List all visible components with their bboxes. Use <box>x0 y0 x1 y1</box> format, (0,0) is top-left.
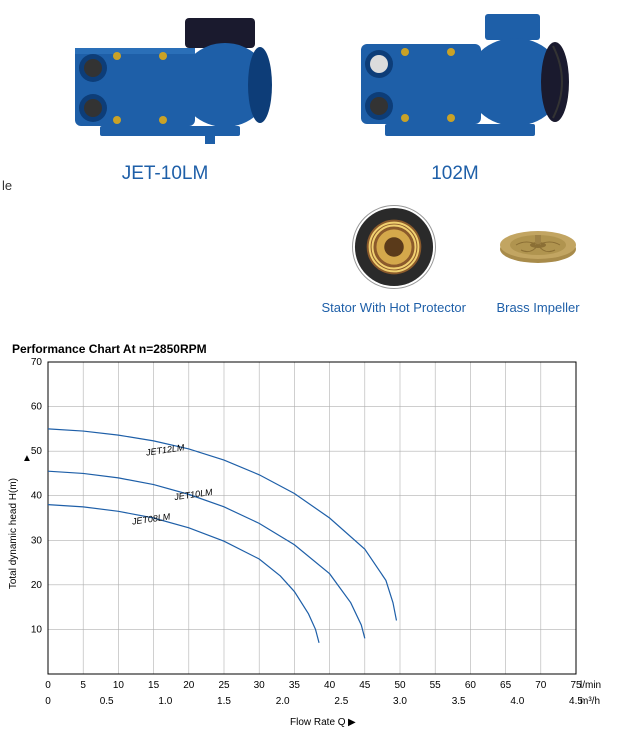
svg-text:40: 40 <box>324 680 336 691</box>
chart-title: Performance Chart At n=2850RPM <box>12 342 207 356</box>
svg-text:55: 55 <box>430 680 442 691</box>
svg-text:10: 10 <box>113 680 125 691</box>
svg-text:3.5: 3.5 <box>452 696 466 707</box>
svg-text:JET10LM: JET10LM <box>173 487 214 502</box>
product-row: JET-10LM 102M <box>0 0 620 185</box>
x-axis-arrow-icon: ▶ <box>348 717 356 728</box>
svg-text:20: 20 <box>183 680 195 691</box>
svg-text:50: 50 <box>31 446 43 457</box>
product-left-label: JET-10LM <box>45 163 285 185</box>
svg-text:1.5: 1.5 <box>217 696 231 707</box>
product-right-label: 102M <box>335 163 575 185</box>
product-left: JET-10LM <box>45 10 285 185</box>
svg-text:2.5: 2.5 <box>334 696 348 707</box>
svg-text:20: 20 <box>31 580 43 591</box>
svg-text:65: 65 <box>500 680 512 691</box>
performance-chart: Total dynamic head H(m) ▲ 10203040506070… <box>10 358 610 728</box>
component-stator: Stator With Hot Protector <box>322 205 467 315</box>
stator-icon <box>352 205 436 289</box>
y-axis-label: Total dynamic head H(m) <box>8 478 19 589</box>
impeller-icon <box>496 205 580 289</box>
components-row: Stator With Hot Protector Brass Impeller <box>0 195 620 325</box>
svg-text:0: 0 <box>45 680 51 691</box>
svg-text:45: 45 <box>359 680 371 691</box>
svg-text:30: 30 <box>254 680 266 691</box>
svg-text:5: 5 <box>80 680 86 691</box>
svg-text:40: 40 <box>31 491 43 502</box>
pump-image-left <box>45 10 285 150</box>
svg-text:4.0: 4.0 <box>510 696 524 707</box>
svg-text:1.0: 1.0 <box>158 696 172 707</box>
svg-text:15: 15 <box>148 680 160 691</box>
svg-text:70: 70 <box>535 680 547 691</box>
svg-text:3.0: 3.0 <box>393 696 407 707</box>
svg-text:10: 10 <box>31 624 43 635</box>
svg-text:2.0: 2.0 <box>276 696 290 707</box>
svg-text:50: 50 <box>394 680 406 691</box>
product-right: 102M <box>335 10 575 185</box>
svg-text:60: 60 <box>465 680 477 691</box>
chart-svg: 10 20 30 40 50 60 70 0 5 10 15 20 25 30 35 40 45 50 55 60 65… <box>10 358 610 718</box>
y-axis-arrow-icon: ▲ <box>22 453 32 464</box>
svg-text:30: 30 <box>31 535 43 546</box>
x-axis-label: Flow Rate Q <box>290 717 346 728</box>
side-text: le <box>2 178 12 193</box>
svg-text:0.5: 0.5 <box>100 696 114 707</box>
impeller-label: Brass Impeller <box>496 300 580 315</box>
pump-image-right <box>335 10 575 150</box>
svg-text:JET08LM: JET08LM <box>130 511 171 526</box>
svg-text:70: 70 <box>31 358 43 368</box>
stator-label: Stator With Hot Protector <box>322 300 467 315</box>
svg-text:25: 25 <box>218 680 230 691</box>
svg-text:m³/h: m³/h <box>580 696 600 707</box>
svg-text:l/min: l/min <box>580 680 601 691</box>
svg-text:60: 60 <box>31 402 43 413</box>
svg-text:JET12LM: JET12LM <box>144 442 185 457</box>
svg-text:0: 0 <box>45 696 51 707</box>
svg-text:35: 35 <box>289 680 301 691</box>
component-impeller: Brass Impeller <box>496 205 580 315</box>
